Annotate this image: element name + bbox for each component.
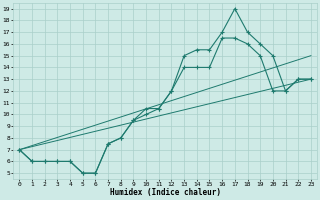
X-axis label: Humidex (Indice chaleur): Humidex (Indice chaleur) — [110, 188, 220, 197]
